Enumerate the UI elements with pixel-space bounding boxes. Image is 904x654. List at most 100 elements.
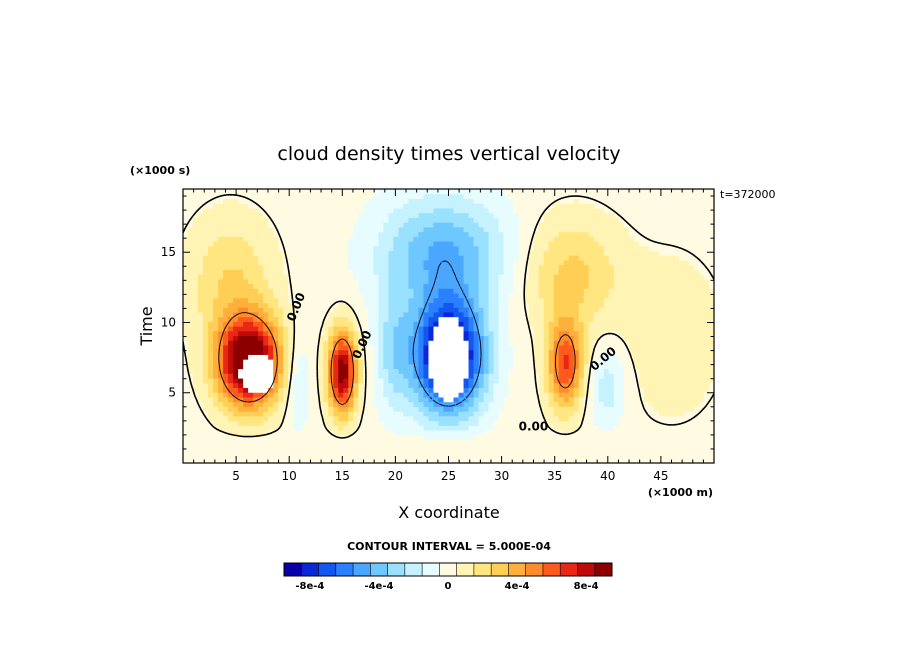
heatmap-cell [428,368,435,374]
heatmap-cell [258,264,264,270]
heatmap-cell [423,321,430,327]
heatmap-cell [263,368,269,374]
heatmap-cell [573,387,580,393]
heatmap-cell [308,448,314,455]
heatmap-cell [703,326,710,332]
heatmap-cell [678,373,685,379]
heatmap-cell [523,429,530,436]
heatmap-cell [183,429,189,436]
heatmap-cell [218,373,224,379]
heatmap-cell [293,349,299,355]
heatmap-cell [193,411,199,417]
heatmap-cell [283,330,289,337]
heatmap-cell [493,401,500,407]
heatmap-cell [273,330,279,337]
heatmap-cell [668,359,675,365]
heatmap-cell [193,311,199,318]
heatmap-cell [583,377,590,384]
heatmap-cell [253,453,259,459]
heatmap-cell [228,444,234,450]
heatmap-cell [548,297,555,303]
heatmap-cell [298,269,304,275]
heatmap-cell [668,344,675,351]
heatmap-cell [373,411,379,417]
heatmap-cell [313,444,319,450]
heatmap-cell [418,321,425,327]
heatmap-cell [703,415,710,422]
heatmap-cell [253,340,259,346]
heatmap-cell [208,269,214,275]
heatmap-cell [443,425,450,431]
heatmap-cell [588,330,595,337]
heatmap-cell [598,335,605,341]
heatmap-cell [308,274,314,280]
heatmap-cell [398,406,405,412]
heatmap-cell [343,396,349,403]
heatmap-cell [703,245,710,252]
heatmap-cell [278,406,284,412]
heatmap-cell [413,316,420,322]
heatmap-cell [578,439,585,445]
heatmap-cell [493,259,500,266]
heatmap-cell [553,387,560,393]
heatmap-cell [228,326,234,332]
heatmap-cell [488,311,495,318]
heatmap-cell [393,373,400,379]
heatmap-cell [678,425,685,431]
heatmap-cell [203,377,209,384]
heatmap-cell [398,326,405,332]
heatmap-cell [603,274,610,280]
heatmap-cell [208,335,214,341]
heatmap-cell [323,255,329,261]
heatmap-cell [463,245,470,252]
heatmap-cell [568,401,575,407]
heatmap-cell [548,240,555,247]
heatmap-cell [258,439,264,445]
heatmap-cell [698,326,705,332]
heatmap-cell [368,387,374,393]
heatmap-cell [323,382,329,389]
heatmap-cell [403,264,410,270]
heatmap-cell [253,240,259,247]
heatmap-cell [473,415,480,422]
heatmap-cell [243,453,249,459]
heatmap-cell [268,396,274,403]
heatmap-cell [453,453,460,459]
heatmap-cell [688,349,695,355]
heatmap-cell [308,439,314,445]
heatmap-cell [498,382,505,389]
heatmap-cell [338,439,344,445]
heatmap-cell [383,401,389,407]
heatmap-cell [548,344,555,351]
heatmap-cell [603,264,610,270]
heatmap-cell [583,259,590,266]
heatmap-cell [373,387,379,393]
heatmap-cell [398,359,405,365]
heatmap-cell [423,240,430,247]
heatmap-cell [348,292,354,299]
heatmap-cell [478,326,485,332]
heatmap-cell [533,274,540,280]
heatmap-cell [413,387,420,393]
heatmap-cell [608,444,615,450]
heatmap-cell [658,387,665,393]
heatmap-cell [443,420,450,426]
heatmap-cell [468,406,475,412]
heatmap-cell [268,373,274,379]
heatmap-cell [678,307,685,313]
heatmap-cell [643,368,650,374]
heatmap-cell [553,396,560,403]
heatmap-cell [568,316,575,322]
heatmap-cell [233,373,239,379]
heatmap-cell [638,349,645,355]
heatmap-cell [693,439,700,445]
heatmap-cell [513,326,520,332]
heatmap-cell [268,349,274,355]
heatmap-cell [593,307,600,313]
heatmap-cell [363,250,369,256]
heatmap-cell [243,335,249,341]
heatmap-cell [318,368,324,374]
heatmap-cell [218,382,224,389]
heatmap-cell [523,411,530,417]
heatmap-cell [183,245,189,252]
